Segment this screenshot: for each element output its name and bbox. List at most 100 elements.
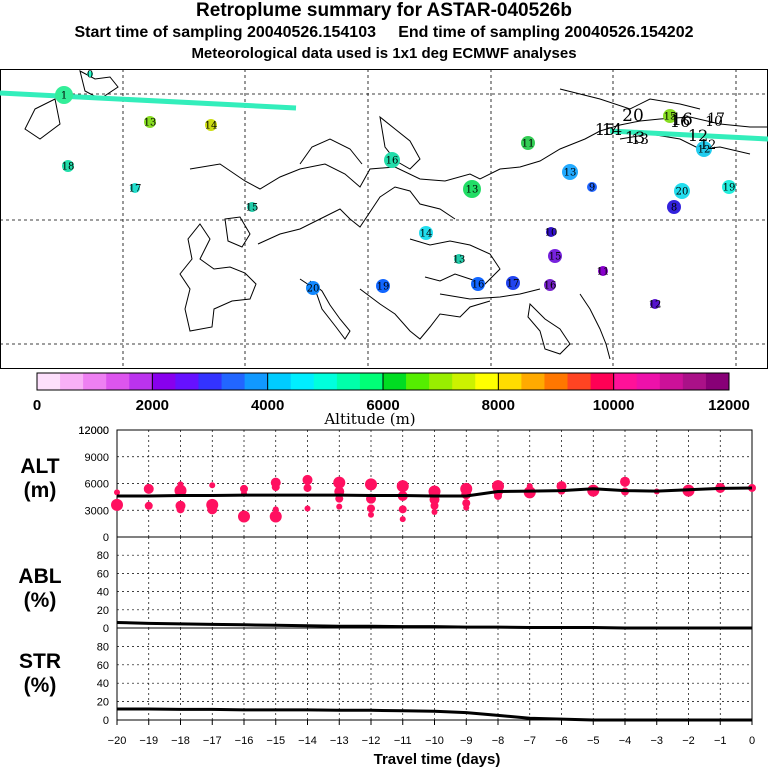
map-marker: 11 — [521, 136, 535, 150]
map-marker: 20 — [674, 183, 690, 199]
colorbar-swatch — [313, 373, 338, 390]
map-marker-label: 12 — [698, 145, 711, 156]
colorbar-tick-label: 2000 — [136, 397, 169, 414]
colorbar-swatch — [682, 373, 707, 390]
map-marker-dot — [506, 276, 520, 290]
str-ytick-label: 0 — [103, 715, 109, 727]
str-ytick-label: 80 — [97, 641, 109, 653]
colorbar-swatch — [83, 373, 107, 390]
alt-ytick-label: 12000 — [78, 425, 109, 437]
map-marker-dot — [546, 227, 556, 237]
map-marker-label: 16 — [544, 281, 557, 292]
alt-ytick-label: 6000 — [85, 479, 109, 491]
x-tick-label: −14 — [298, 735, 317, 747]
x-tick-label: −16 — [235, 735, 254, 747]
alt-point — [335, 494, 344, 503]
map-cluster-label: 16 — [671, 110, 693, 130]
alt-series-line — [117, 486, 753, 498]
map-marker-label: 1 — [61, 91, 67, 102]
x-tick-label: −11 — [394, 735, 412, 747]
alt-ytick-label: 3000 — [85, 505, 109, 517]
x-tick-label: −18 — [171, 735, 190, 747]
colorbar-swatch — [613, 373, 638, 390]
map-marker-label: 13 — [144, 118, 157, 129]
chart-title: Retroplume summary for ASTAR-040526b — [196, 0, 572, 21]
str-ytick-label: 60 — [97, 660, 109, 672]
x-tick-label: −2 — [682, 735, 695, 747]
map-cluster-label: 17 — [707, 111, 725, 127]
alt-point — [209, 482, 216, 489]
alt-point — [494, 491, 502, 500]
colorbar-swatch — [590, 373, 615, 390]
abl-label-unit: (%) — [23, 589, 57, 612]
colorbar-ticks: 0 2000 4000 6000 8000 10000 12000 — [33, 373, 750, 414]
map-marker: 15 — [663, 109, 677, 123]
x-tick-label: −13 — [330, 735, 349, 747]
alt-point — [238, 510, 250, 523]
map-marker: 20 — [306, 281, 320, 295]
timeseries-panels: ALT (m) ABL (%) STR (%) 0 3000 6000 9000 120… — [0, 420, 768, 768]
alt-point — [367, 504, 375, 513]
alt-point — [303, 483, 312, 492]
abl-ytick-label: 60 — [97, 568, 109, 580]
x-tick-label: 0 — [749, 735, 755, 747]
retroplume-map: 0 1 13 14 18 17 15 16 11 13 9 13 20 19 8 14 10 13 15 11 20 19… — [0, 69, 768, 369]
alt-point — [365, 478, 377, 491]
abl-ytick-label: 0 — [103, 623, 109, 635]
alt-point — [271, 483, 280, 492]
x-tick-label: −20 — [108, 735, 127, 747]
altitude-colorbar: 0 2000 4000 6000 8000 10000 12000 Altitude (m) — [0, 370, 768, 430]
x-tick-label: −1 — [714, 735, 727, 747]
map-marker-label: 14 — [420, 229, 433, 240]
x-tick-label: −7 — [523, 735, 536, 747]
map-marker-dot — [463, 180, 481, 198]
map-marker-dot — [419, 226, 433, 240]
colorbar-swatch — [636, 373, 661, 390]
map-marker-label: 19 — [377, 282, 390, 293]
map-marker-label: 20 — [676, 187, 689, 198]
abl-ytick-label: 20 — [97, 605, 109, 617]
map-marker-dot — [87, 71, 93, 77]
colorbar-tick-label: 10000 — [593, 397, 635, 414]
map-marker-dot — [722, 180, 736, 194]
colorbar-svg: 0 2000 4000 6000 8000 10000 12000 Altitude (m) — [33, 372, 750, 428]
map-marker: 12 — [649, 299, 661, 311]
x-axis-label: Travel time (days) — [374, 751, 501, 768]
colorbar-swatch — [336, 373, 361, 390]
alt-label-unit: (m) — [23, 479, 57, 502]
map-marker-label: 18 — [62, 162, 75, 173]
alt-point — [587, 484, 600, 497]
map-marker: 10 — [545, 227, 557, 239]
colorbar-swatch — [359, 373, 384, 390]
alt-point — [114, 489, 120, 496]
plume-lines — [0, 90, 768, 142]
alt-ytick-label: 0 — [103, 532, 109, 544]
abl-ytick-label: 80 — [97, 550, 109, 562]
alt-point — [207, 504, 218, 515]
x-tick-label: −8 — [492, 735, 505, 747]
end-time-label: End time of sampling 20040526.154202 — [398, 24, 694, 41]
map-cluster-label: 13 — [631, 132, 649, 148]
map-marker: 16 — [544, 279, 557, 292]
colorbar-swatches — [37, 373, 730, 390]
map-marker-dot — [544, 279, 556, 291]
colorbar-swatch — [175, 373, 199, 390]
map-marker-label: 11 — [522, 139, 535, 150]
alt-point — [430, 501, 439, 510]
map-marker: 16 — [384, 152, 400, 168]
alt-ytick-label: 12000 — [78, 425, 109, 437]
x-tick-label: −19 — [139, 735, 158, 747]
map-marker: 13 — [144, 116, 157, 129]
map-cluster-label: 12 — [700, 138, 717, 153]
map-marker-label: 8 — [671, 203, 677, 214]
plume-line-east — [609, 128, 768, 142]
map-marker: 1 — [55, 86, 73, 104]
map-marker-dot — [62, 160, 74, 172]
map-marker-label: 13 — [564, 168, 577, 179]
map-marker: 8 — [667, 200, 681, 214]
map-cluster-label: 13 — [625, 128, 645, 147]
x-tick-label: −9 — [460, 735, 473, 747]
